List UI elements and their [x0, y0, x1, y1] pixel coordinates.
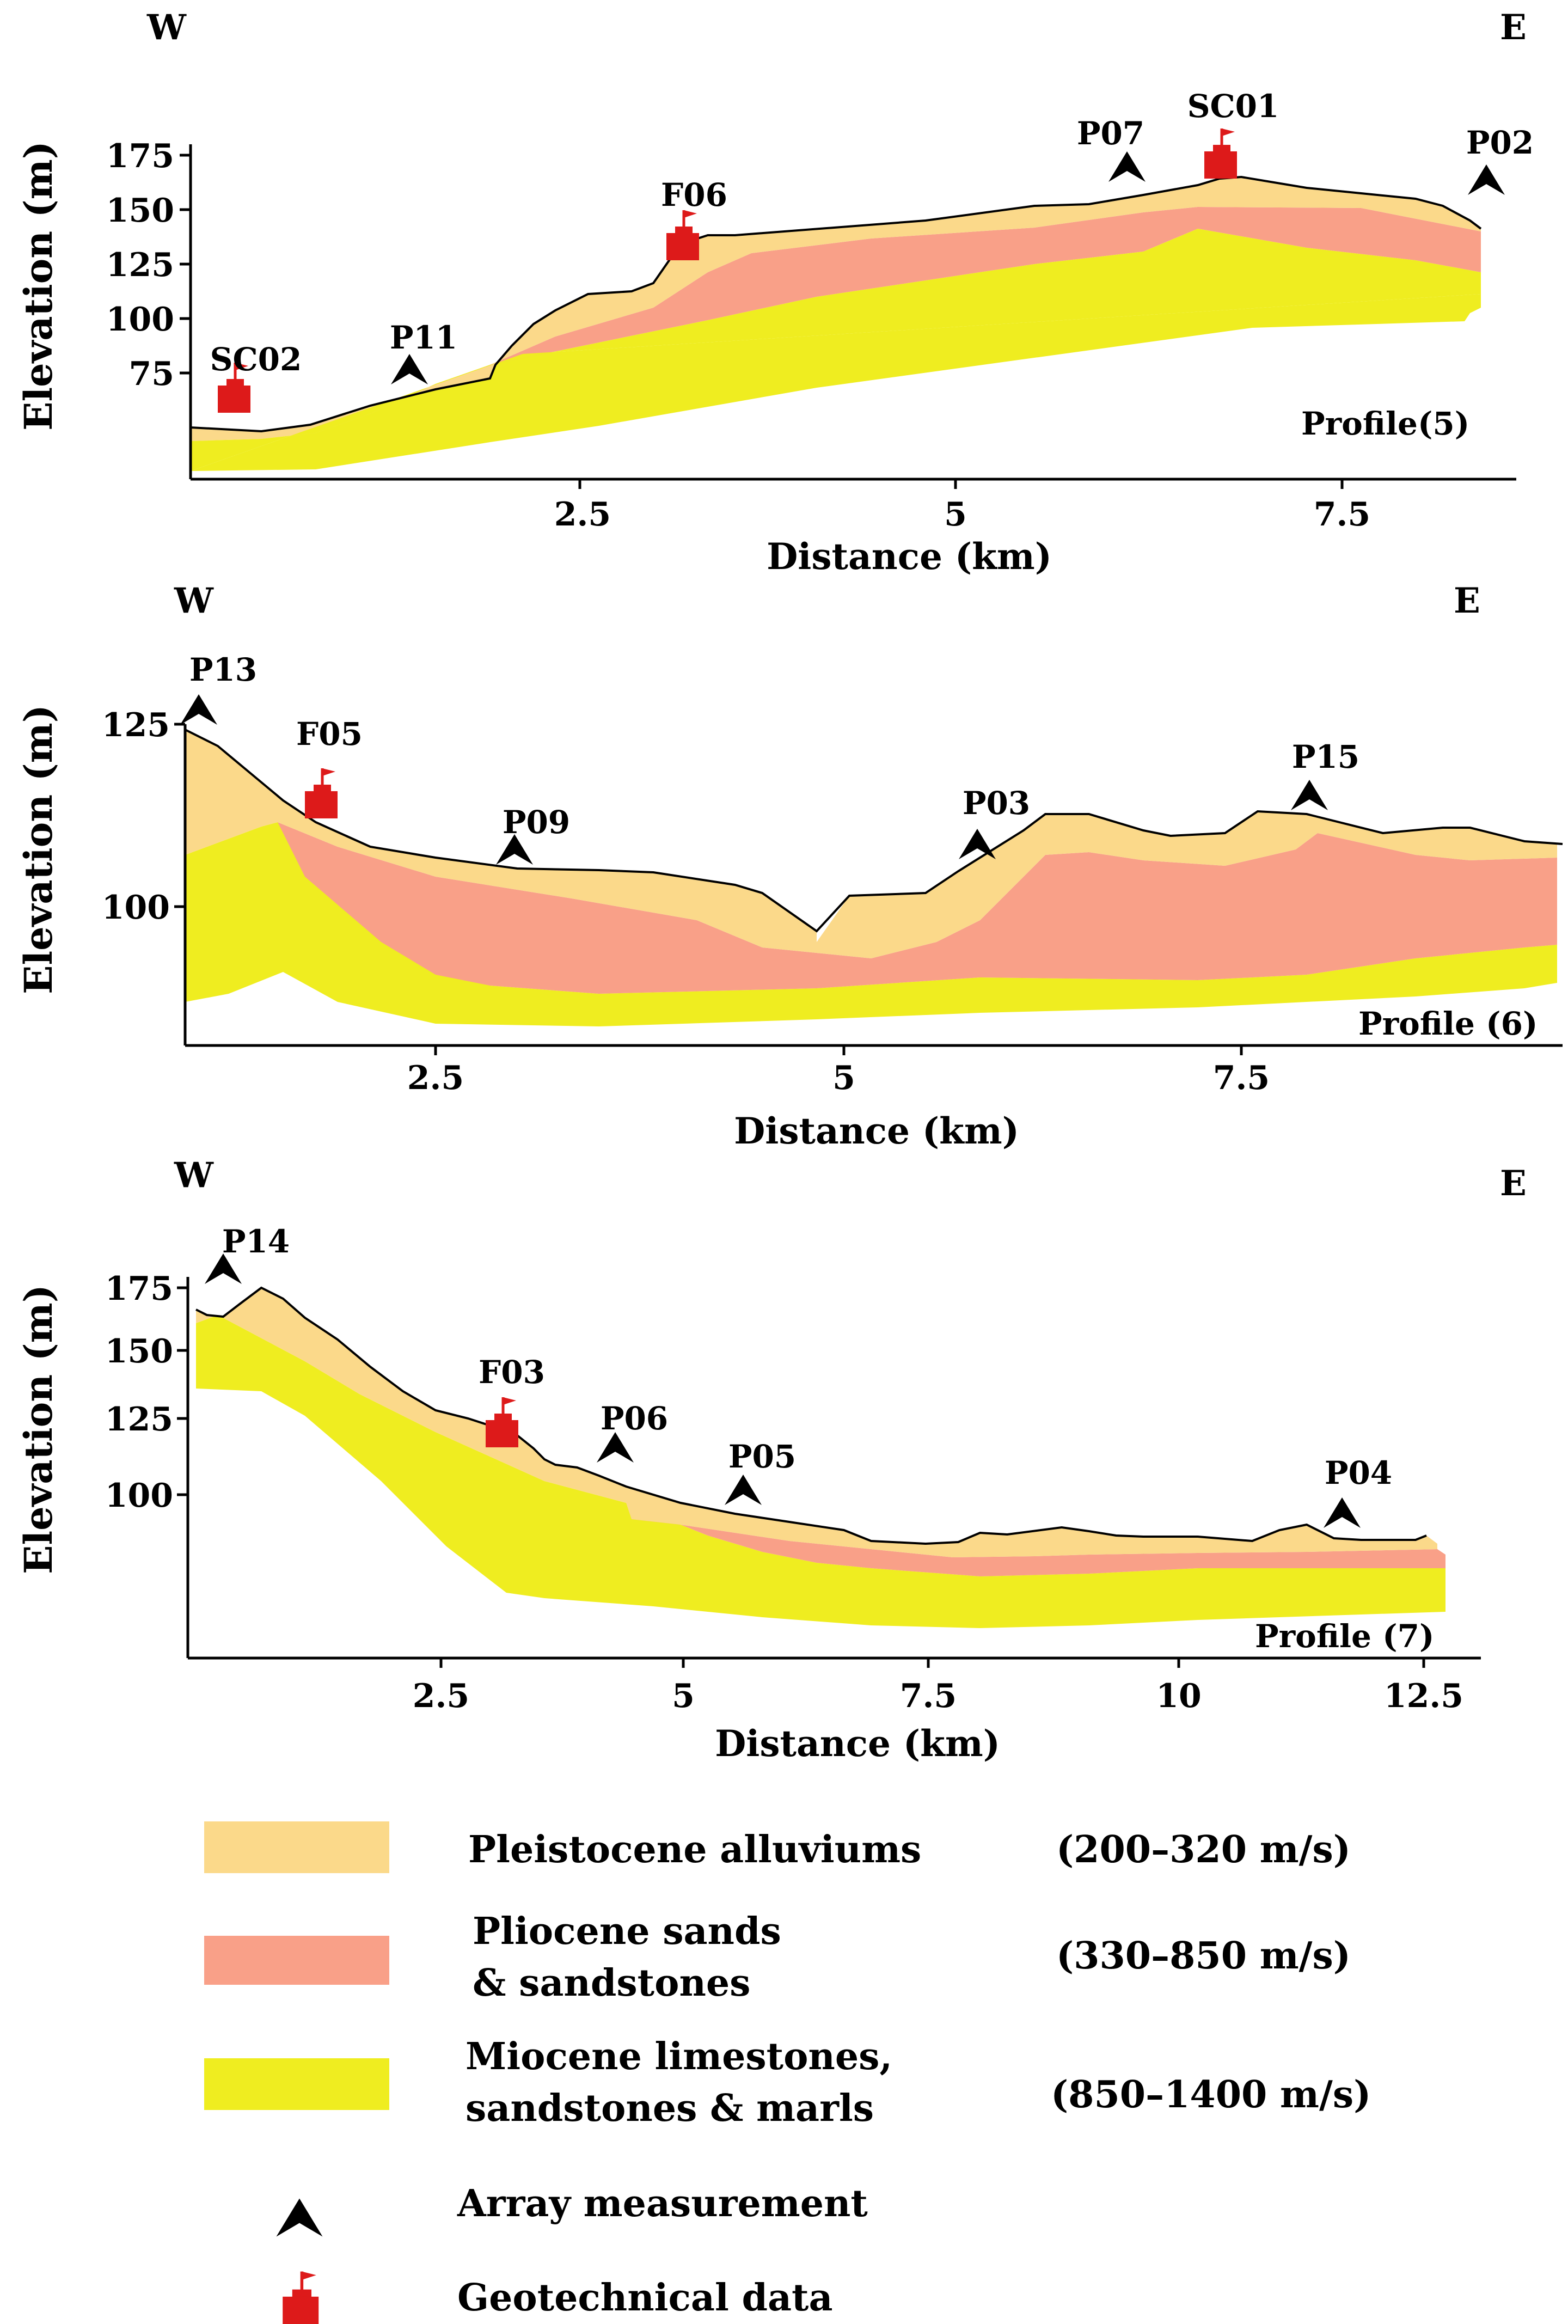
- station-label-f05: F05: [296, 715, 363, 753]
- profile-7-surface-line: [195, 1286, 1427, 1545]
- profile-5-xtick: 2.5: [554, 496, 611, 534]
- profile-7-miocene-layer: [196, 1315, 1445, 1628]
- profile-5-surface-line: [190, 175, 1482, 433]
- station-label-p05: P05: [728, 1438, 796, 1475]
- profile-5-y-axis-title: Elevation (m): [16, 141, 61, 431]
- profile-6-xtick: 2.5: [407, 1059, 464, 1097]
- station-label-f03: F03: [479, 1354, 545, 1391]
- station-label-f06: F06: [661, 176, 727, 213]
- legend-swatch-pliocene: [204, 1936, 389, 1985]
- array-marker-icon: [1324, 1497, 1361, 1528]
- profile-5-x-axis-title: Distance (km): [767, 535, 1052, 578]
- legend: Pleistocene alluviums (200–320 m/s) Plio…: [204, 1821, 1371, 2324]
- station-label-p13: P13: [189, 651, 257, 688]
- station-label-p09: P09: [503, 804, 570, 841]
- array-marker-icon: [1108, 151, 1146, 182]
- legend-geotech-icon: [283, 2272, 318, 2324]
- geotech-marker-icon: [305, 768, 338, 818]
- profile-7-label: Profile (7): [1255, 1618, 1434, 1655]
- profile-7-ytick: 150: [105, 1332, 173, 1371]
- profile-6-panel: W E 125 100 2.5 5 7.5 Distance (km) Elev…: [16, 580, 1563, 1152]
- legend-pliocene-name-1: Pliocene sands: [473, 1910, 781, 1953]
- profile-7-west-label: W: [174, 1155, 214, 1196]
- station-label-p03: P03: [963, 785, 1030, 822]
- array-marker-icon: [1291, 780, 1328, 810]
- array-marker-icon: [1468, 164, 1505, 195]
- profile-5-label: Profile(5): [1301, 405, 1469, 442]
- profile-6-ytick: 125: [102, 706, 170, 744]
- station-label-p02: P02: [1466, 124, 1534, 161]
- legend-swatch-pleistocene: [204, 1821, 389, 1873]
- legend-pliocene-range: (330–850 m/s): [1056, 1934, 1351, 1978]
- profile-7-pleistocene-layer: [196, 1288, 1437, 1557]
- profile-5-xtick: 7.5: [1314, 496, 1370, 534]
- profile-5-pleistocene-layer: [191, 177, 1481, 441]
- station-label-p06: P06: [601, 1400, 668, 1437]
- profile-5-ytick: 150: [106, 192, 174, 230]
- station-label-p15: P15: [1292, 738, 1359, 775]
- station-label-p04: P04: [1325, 1454, 1392, 1491]
- legend-geotech-label: Geotechnical data: [457, 2276, 833, 2320]
- profile-7-panel: W E 175 150 125 100 2.5 5 7.5 10 12.5 Di…: [16, 1155, 1527, 1765]
- station-label-p14: P14: [222, 1223, 290, 1260]
- profile-6-xtick: 7.5: [1213, 1059, 1270, 1097]
- legend-swatch-miocene: [204, 2058, 389, 2110]
- legend-array-icon: [276, 2198, 323, 2237]
- profile-5-ytick: 175: [106, 137, 174, 175]
- geotech-marker-icon: [1204, 129, 1237, 179]
- legend-pliocene-name-2: & sandstones: [473, 1961, 750, 2005]
- legend-pleistocene-range: (200–320 m/s): [1056, 1828, 1351, 1872]
- profile-7-y-axis-title: Elevation (m): [16, 1285, 61, 1574]
- profile-5-west-label: W: [146, 7, 187, 48]
- array-marker-icon: [725, 1475, 762, 1505]
- profile-6-surface-line: [185, 729, 1563, 933]
- array-marker-icon: [959, 829, 996, 859]
- profile-7-xtick: 7.5: [900, 1677, 957, 1715]
- array-marker-icon: [391, 354, 428, 384]
- profile-6-pleistocene-layer: [185, 730, 1557, 958]
- profile-5-xtick: 5: [944, 496, 967, 534]
- profile-5-panel: W E 175 150 125 100 75 2.5 5 7.5 Distanc…: [16, 7, 1534, 578]
- legend-array-label: Array measurement: [457, 2182, 868, 2225]
- profile-7-x-axis-title: Distance (km): [715, 1722, 1000, 1765]
- station-label-sc01: SC01: [1187, 88, 1279, 125]
- profile-7-xtick: 10: [1156, 1677, 1202, 1715]
- geotech-marker-icon: [666, 210, 699, 260]
- profile-7-ytick: 125: [105, 1400, 173, 1439]
- legend-miocene-range: (850–1400 m/s): [1051, 2073, 1371, 2117]
- station-label-p07: P07: [1077, 115, 1144, 152]
- profile-5-ytick: 125: [106, 246, 174, 284]
- profile-5-miocene-lower: [191, 229, 1481, 471]
- profile-7-east-label: E: [1500, 1163, 1527, 1204]
- profile-5-pliocene-layer: [490, 207, 1481, 365]
- profile-7-xtick: 2.5: [413, 1677, 469, 1715]
- profile-6-west-label: W: [174, 580, 214, 621]
- array-marker-icon: [180, 694, 217, 725]
- profile-5-ytick: 75: [129, 355, 175, 393]
- profile-5-east-label: E: [1500, 7, 1527, 48]
- profile-7-xtick: 12.5: [1384, 1677, 1463, 1715]
- station-label-sc02: SC02: [210, 341, 302, 378]
- profile-5-ytick: 100: [106, 301, 174, 339]
- station-label-p11: P11: [390, 319, 457, 356]
- profile-6-pliocene-layer: [278, 822, 1557, 994]
- profile-7-ytick: 100: [105, 1477, 173, 1515]
- legend-miocene-name-1: Miocene limestones,: [465, 2035, 892, 2078]
- profile-6-label: Profile (6): [1358, 1005, 1538, 1042]
- geotech-marker-icon: [486, 1397, 518, 1447]
- profile-6-ytick: 100: [102, 889, 170, 927]
- profile-6-y-axis-title: Elevation (m): [16, 705, 61, 994]
- profile-5-miocene-layer: [191, 294, 1481, 471]
- profile-6-east-label: E: [1454, 580, 1480, 621]
- profile-7-ytick: 175: [105, 1270, 173, 1308]
- profile-6-x-axis-title: Distance (km): [734, 1110, 1019, 1152]
- profile-7-pliocene-layer: [632, 1514, 1445, 1576]
- profile-7-xtick: 5: [672, 1677, 695, 1715]
- legend-pleistocene-name: Pleistocene alluviums: [468, 1828, 921, 1872]
- profile-6-xtick: 5: [832, 1059, 855, 1097]
- legend-miocene-name-2: sandstones & marls: [465, 2087, 874, 2130]
